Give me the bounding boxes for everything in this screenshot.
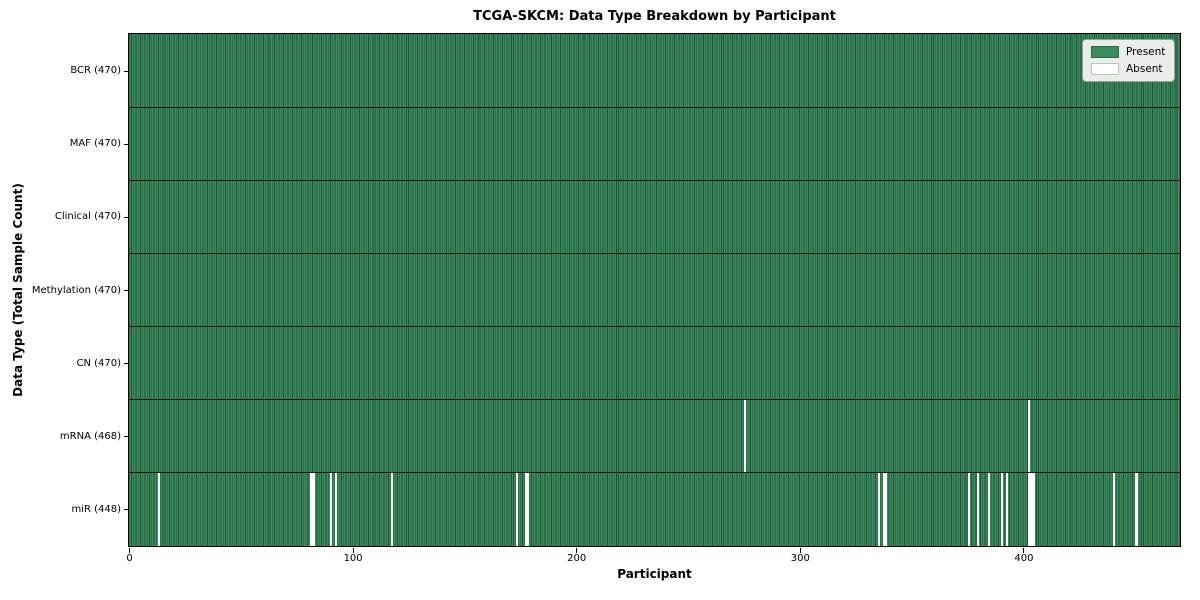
y-tick-mark [123,436,128,438]
y-tick-label-Methylation: Methylation (470) [31,284,121,296]
absent-mark-miR-403 [1030,472,1033,546]
y-tick-mark [123,216,128,218]
chart-title: TCGA-SKCM: Data Type Breakdown by Partic… [473,9,836,24]
y-tick-label-miR: miR (448) [71,503,121,515]
legend: Present Absent [1082,39,1175,82]
y-tick-mark [123,143,128,145]
x-tick-mark [129,548,130,553]
x-tick-label-200: 200 [567,553,587,564]
absent-mark-miR-13 [158,472,161,546]
plot-area [128,33,1181,547]
absent-mark-miR-379 [976,472,979,546]
y-tick-label-Clinical: Clinical (470) [54,211,121,223]
row-separator [129,399,1180,401]
x-tick-mark [799,548,801,553]
x-tick-label-400: 400 [1014,553,1034,564]
x-axis-label: Participant [617,567,692,581]
y-tick-label-MAF: MAF (470) [69,138,121,150]
x-tick-mark [576,548,578,553]
x-tick-mark [352,548,354,553]
row-separator [129,472,1180,474]
absent-mark-mRNA-275 [743,399,747,473]
present-swatch-icon [1091,46,1119,58]
row-separator [129,325,1180,328]
absent-mark-mRNA-402 [1027,399,1031,473]
absent-mark-miR-177 [524,472,528,546]
absent-mark-miR-90 [330,472,333,546]
absent-mark-miR-404 [1032,472,1035,546]
absent-mark-miR-81 [310,472,313,546]
absent-mark-miR-450 [1135,472,1138,546]
absent-mark-miR-390 [1001,472,1004,546]
absent-mark-miR-392 [1005,472,1008,546]
absent-mark-miR-384 [987,472,990,546]
absent-mark-miR-92 [334,472,337,546]
legend-item-present: Present [1091,46,1166,58]
legend-label: Present [1126,46,1166,58]
legend-item-absent: Absent [1091,63,1166,75]
y-tick-mark [123,70,128,72]
x-tick-label-0: 0 [126,553,133,564]
y-tick-label-CN: CN (470) [76,357,121,369]
absent-mark-miR-375 [967,472,970,546]
absent-swatch-icon [1091,63,1119,75]
absent-mark-miR-337 [882,472,885,546]
absent-mark-miR-440 [1112,472,1116,546]
x-tick-label-100: 100 [343,553,363,564]
absent-mark-miR-402 [1027,472,1031,546]
y-tick-mark [123,290,128,291]
absent-mark-miR-173 [515,472,519,546]
x-tick-label-300: 300 [790,553,810,564]
legend-label: Absent [1126,63,1163,75]
row-separator [129,106,1180,108]
row-separator [129,179,1180,181]
absent-mark-miR-338 [884,472,888,546]
y-tick-mark [123,363,128,365]
row-separator [129,252,1180,255]
x-tick-mark [1023,548,1025,553]
absent-mark-miR-82 [312,472,315,546]
absent-mark-miR-178 [527,472,530,546]
y-tick-label-mRNA: mRNA (468) [59,430,121,442]
y-tick-label-BCR: BCR (470) [70,65,121,77]
y-tick-mark [123,509,128,511]
absent-mark-miR-335 [878,472,881,546]
absent-mark-miR-117 [390,472,393,546]
